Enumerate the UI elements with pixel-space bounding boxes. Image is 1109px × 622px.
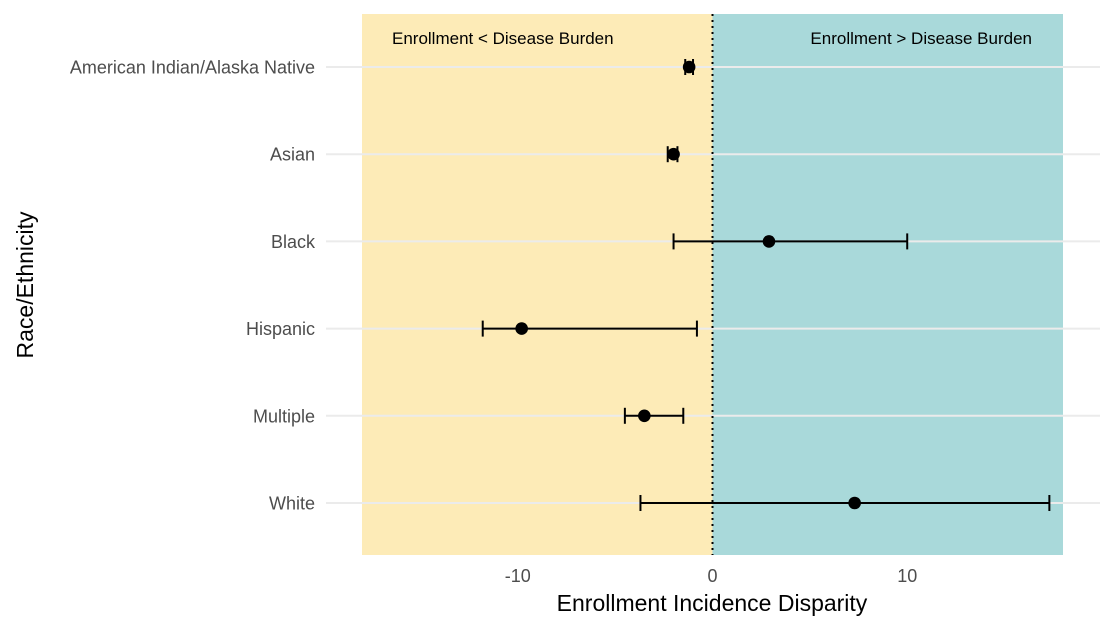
region-label-above: Enrollment > Disease Burden <box>810 29 1032 48</box>
y-axis-title: Race/Ethnicity <box>12 211 38 359</box>
point-estimate <box>515 322 528 335</box>
region-labels: Enrollment < Disease Burden Enrollment > … <box>392 29 1032 48</box>
x-tick-label: -10 <box>505 566 531 586</box>
point-estimate <box>667 147 680 161</box>
x-tick-label: 0 <box>707 566 717 586</box>
error-bar <box>623 407 685 424</box>
y-tick-label: Black <box>271 232 316 252</box>
y-tick-label: Asian <box>270 145 315 165</box>
x-tick-labels: -10 0 10 <box>505 566 917 586</box>
error-bar <box>639 495 1051 511</box>
region-below-burden <box>362 14 713 555</box>
point-estimate <box>762 235 776 248</box>
y-tick-label: White <box>269 494 315 514</box>
x-axis-title: Enrollment Incidence Disparity <box>557 590 868 616</box>
y-tick-label: American Indian/Alaska Native <box>70 58 315 78</box>
background-regions <box>362 14 1063 555</box>
region-label-below: Enrollment < Disease Burden <box>392 29 614 48</box>
y-tick-label: Hispanic <box>246 319 315 339</box>
error-bar <box>672 233 909 250</box>
point-estimate <box>848 496 861 510</box>
region-above-burden <box>712 14 1063 555</box>
point-estimate <box>638 409 651 423</box>
point-estimate <box>682 60 696 74</box>
x-tick-label: 10 <box>897 566 917 586</box>
y-tick-label: Multiple <box>253 406 315 426</box>
point-estimates <box>515 60 861 510</box>
y-tick-labels: American Indian/Alaska Native Asian Black H… <box>70 58 316 514</box>
